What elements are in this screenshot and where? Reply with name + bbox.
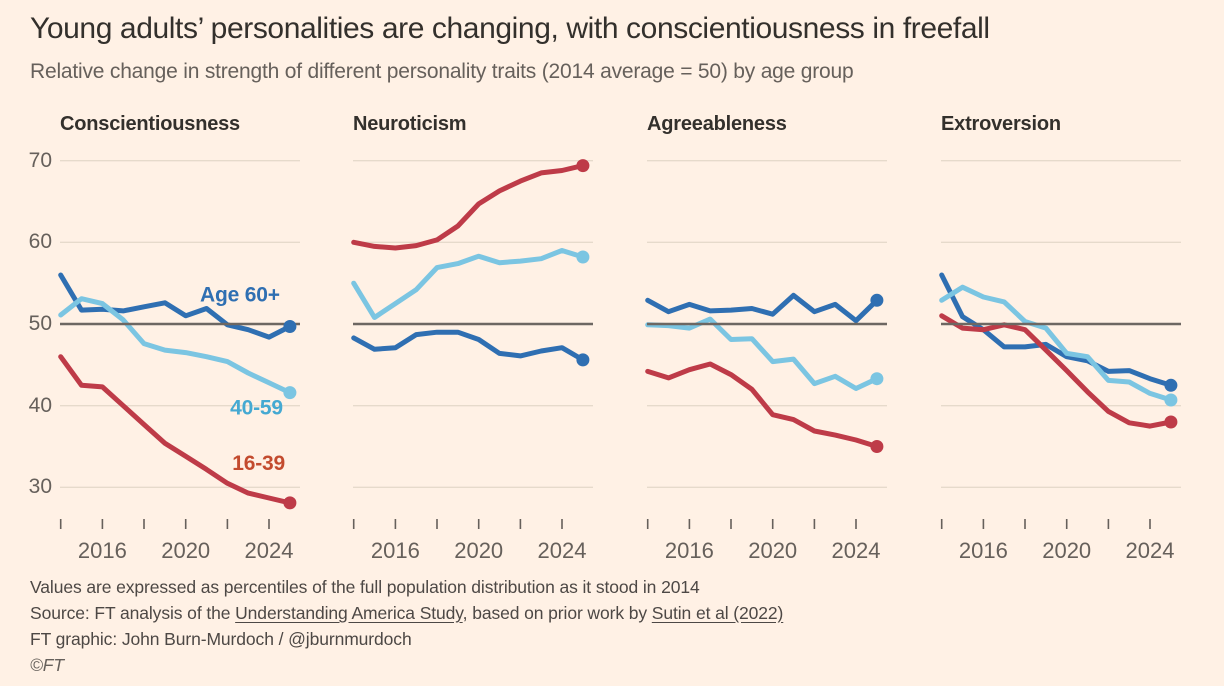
series-line-age-60plus	[645, 292, 880, 324]
x-tick-label-2016: 2016	[371, 538, 420, 563]
footer-link-sutin-et-al[interactable]: Sutin et al (2022)	[651, 603, 784, 623]
y-tick-label-50: 50	[28, 312, 52, 335]
series-end-dot-40-59	[870, 372, 884, 386]
x-tick-label-2020: 2020	[748, 538, 797, 563]
x-tick-label-2024: 2024	[1126, 538, 1175, 563]
series-line-40-59	[939, 284, 1174, 403]
chart-panel-neuroticism: 2016 2020 2024	[351, 159, 593, 563]
x-tick-label-2016: 2016	[665, 538, 714, 563]
y-tick-label-70: 70	[28, 148, 52, 172]
x-tick-label-2024: 2024	[538, 538, 587, 563]
footer-source-mid: , based on prior work by	[462, 603, 652, 623]
footer-link-understanding-america-study[interactable]: Understanding America Study	[235, 603, 463, 623]
series-line-40-59	[351, 248, 586, 320]
series-line-16-39	[939, 313, 1174, 429]
series-end-dot-40-59	[283, 386, 297, 400]
panel-title-extroversion: Extroversion	[941, 113, 1061, 135]
series-end-dot-40-59	[1164, 393, 1178, 407]
series-line-16-39	[351, 163, 586, 251]
panel-title-agreeableness: Agreeableness	[647, 113, 787, 135]
x-tick-label-2016: 2016	[959, 538, 1008, 563]
footer-note: Values are expressed as percentiles of t…	[30, 577, 700, 597]
series-end-dot-40-59	[576, 250, 590, 264]
series-end-dot-16-39	[870, 440, 884, 453]
x-tick-label-2016: 2016	[78, 538, 127, 563]
series-end-dot-age-60plus	[283, 320, 297, 333]
y-tick-label-60: 60	[28, 230, 52, 254]
chart-panel-conscientiousness: 2016 2020 2024 Age 60+ 40-59 16-39	[58, 160, 300, 563]
series-end-dot-age-60plus	[1164, 378, 1178, 392]
series-line-16-39	[58, 354, 293, 506]
footer-source: Source: FT analysis of the Understanding…	[30, 600, 783, 626]
series-line-age-60plus	[58, 272, 293, 340]
x-tick-label-2020: 2020	[454, 538, 503, 563]
series-end-dot-16-39	[576, 159, 590, 173]
x-tick-label-2024: 2024	[832, 538, 881, 563]
footer-copyright: ©FT	[30, 655, 64, 675]
series-label-age-60plus: Age 60+	[200, 284, 280, 307]
chart-panel-extroversion: 2016 2020 2024	[939, 160, 1181, 563]
x-tick-label-2020: 2020	[1042, 538, 1091, 563]
series-end-dot-age-60plus	[870, 293, 884, 307]
series-end-dot-16-39	[1164, 415, 1178, 429]
series-line-age-60plus	[351, 329, 586, 363]
footer: Values are expressed as percentiles of t…	[30, 574, 783, 678]
panel-title-conscientiousness: Conscientiousness	[60, 113, 240, 135]
y-tick-label-40: 40	[28, 393, 52, 417]
footer-credit: FT graphic: John Burn-Murdoch / @jburnmu…	[30, 629, 412, 649]
page-title: Young adults’ personalities are changing…	[30, 12, 990, 45]
page-subtitle: Relative change in strength of different…	[30, 60, 854, 83]
series-label-16-39: 16-39	[232, 452, 285, 475]
series-line-40-59	[58, 296, 293, 396]
y-tick-label-30: 30	[28, 475, 52, 499]
x-tick-label-2020: 2020	[161, 538, 210, 563]
footer-source-prefix: Source: FT analysis of the	[30, 603, 236, 623]
chart-panel-agreeableness: 2016 2020 2024	[645, 160, 887, 563]
series-end-dot-16-39	[283, 496, 297, 510]
series-end-dot-age-60plus	[576, 353, 590, 367]
series-label-40-59: 40-59	[230, 396, 283, 419]
x-tick-label-2024: 2024	[245, 538, 294, 563]
panel-title-neuroticism: Neuroticism	[353, 113, 467, 135]
series-line-16-39	[645, 361, 880, 449]
series-line-40-59	[645, 316, 880, 391]
